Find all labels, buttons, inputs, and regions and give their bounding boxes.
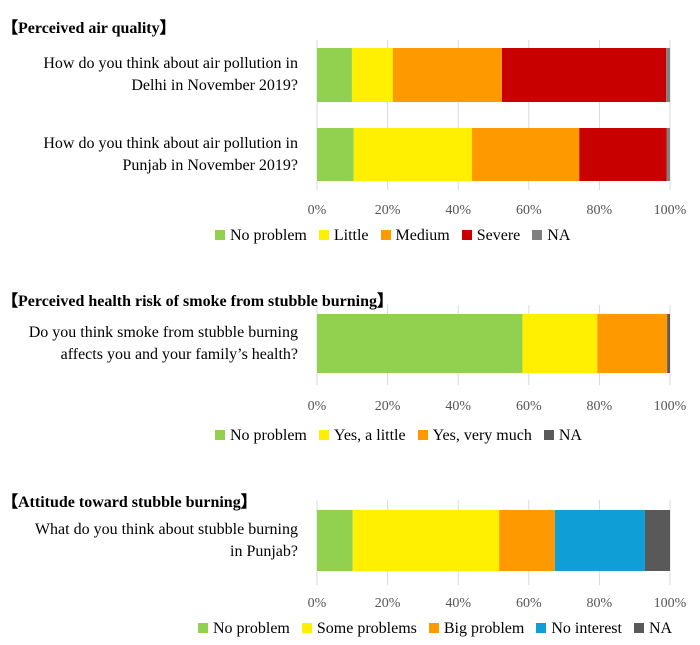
bar-segment	[351, 48, 393, 102]
legend-item: No problem	[198, 620, 290, 638]
legend-item: NA	[633, 620, 673, 638]
legend-label: NA	[648, 620, 673, 637]
tick-label: 40%	[445, 596, 472, 611]
bar-segment	[317, 128, 354, 181]
legend: No problem Little Medium Severe NA	[215, 227, 570, 245]
legend-item: NA	[543, 427, 582, 445]
bar-segment	[392, 48, 502, 102]
legend-swatch	[301, 623, 312, 633]
tick-label: 100%	[653, 596, 687, 611]
tick-label: 60%	[515, 596, 542, 611]
bar-segment	[352, 510, 500, 571]
legend-swatch	[428, 623, 439, 633]
legend-label: Little	[333, 227, 369, 244]
bar-segment	[667, 314, 670, 373]
panel-title: 【Attitude toward stubble burning】	[2, 494, 257, 511]
legend-item: Yes, a little	[318, 427, 406, 445]
legend-label: No problem	[230, 227, 307, 244]
legend-label: NA	[558, 427, 582, 444]
bar-segment	[644, 510, 670, 571]
legend-item: Little	[318, 227, 369, 245]
tick-label: 20%	[374, 596, 401, 611]
legend-swatch	[532, 230, 543, 240]
legend-item: Severe	[461, 227, 521, 245]
tick-label: 80%	[586, 399, 613, 414]
bar-segment	[317, 314, 523, 373]
tick-label: 60%	[515, 203, 542, 218]
category-label: How do you think about air pollution in D…	[43, 55, 298, 94]
legend-label: Medium	[395, 227, 450, 244]
legend: No problem Some problems Big problem No int…	[198, 620, 672, 638]
tick-label: 80%	[586, 596, 613, 611]
category-label: How do you think about air pollution in P…	[43, 134, 298, 174]
tick-label: 0%	[307, 203, 327, 218]
legend-label: No interest	[551, 620, 622, 637]
bar-segment	[666, 48, 670, 102]
legend-label: No problem	[230, 427, 307, 444]
legend-item: No interest	[536, 620, 622, 638]
legend-swatch	[318, 430, 329, 440]
tick-label: 40%	[445, 203, 472, 218]
bar-segment	[317, 510, 353, 571]
legend-item: Big problem	[428, 620, 525, 638]
tick-label: 100%	[653, 203, 687, 218]
tick-label: 20%	[374, 399, 401, 414]
category-label: Do you think smoke from stubble burning a…	[28, 323, 298, 363]
bar-segment	[317, 48, 352, 102]
legend-item: No problem	[215, 227, 307, 245]
legend-swatch	[380, 230, 391, 240]
legend-swatch	[215, 430, 225, 440]
legend-item: No problem	[215, 427, 307, 445]
legend-label: Yes, a little	[333, 427, 406, 444]
legend-swatch	[543, 430, 554, 440]
legend-label: Some problems	[316, 620, 417, 637]
legend-label: No problem	[213, 620, 290, 637]
bar-segment	[499, 510, 555, 571]
category-label: What do you think about stubble burning i…	[34, 520, 298, 560]
legend-item: Yes, very much	[417, 427, 532, 445]
bar-segment	[501, 48, 667, 102]
legend-swatch	[215, 230, 225, 240]
legend-swatch	[318, 230, 329, 240]
bar-segment	[579, 128, 667, 181]
legend-label: Yes, very much	[432, 427, 532, 444]
tick-label: 100%	[653, 399, 687, 414]
tick-label: 40%	[445, 399, 472, 414]
panel-title: 【Perceived health risk of smoke from stu…	[2, 293, 393, 310]
legend-label: NA	[547, 227, 571, 244]
legend-item: NA	[532, 227, 570, 245]
bar-segment	[597, 314, 668, 373]
legend-label: Severe	[476, 227, 521, 244]
tick-label: 20%	[374, 203, 401, 218]
tick-label: 80%	[586, 203, 613, 218]
bar-segment	[554, 510, 645, 571]
legend-swatch	[536, 623, 547, 633]
tick-label: 60%	[515, 399, 542, 414]
bar-segment	[471, 128, 580, 181]
legend: No problem Yes, a little Yes, very much NA	[215, 427, 582, 445]
legend-item: Some problems	[301, 620, 417, 638]
bar-segment	[353, 128, 472, 181]
bar-segment	[522, 314, 598, 373]
legend-swatch	[417, 430, 428, 440]
legend-swatch	[461, 230, 472, 240]
tick-label: 0%	[307, 596, 327, 611]
tick-label: 0%	[307, 399, 327, 414]
legend-label: Big problem	[443, 620, 525, 637]
legend-swatch	[633, 623, 644, 633]
legend-swatch	[198, 623, 208, 633]
legend-item: Medium	[380, 227, 450, 245]
bar-segment	[666, 128, 670, 181]
panel-title: 【Perceived air quality】	[2, 20, 176, 37]
